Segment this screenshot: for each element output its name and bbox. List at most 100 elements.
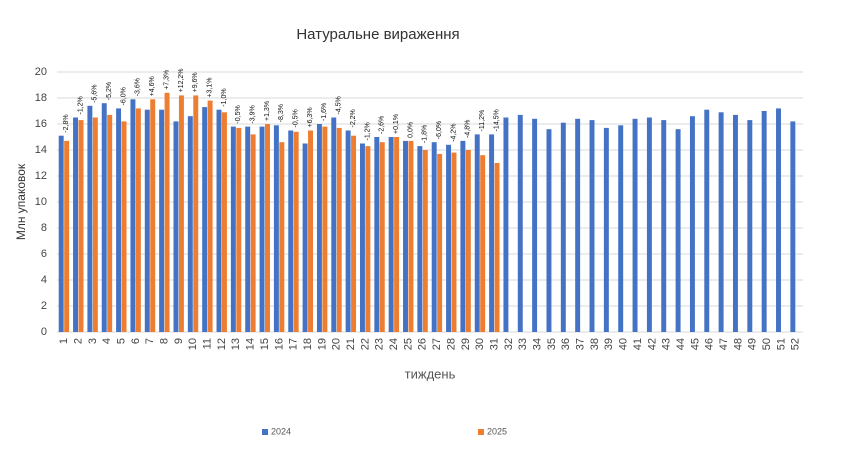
change-label: -1,0% xyxy=(221,88,228,106)
x-tick-label: 50 xyxy=(761,338,773,350)
legend-swatch xyxy=(478,429,484,435)
change-label: -3,6% xyxy=(135,78,142,96)
y-axis-label: Млн упаковок xyxy=(14,163,28,240)
bar xyxy=(451,152,457,332)
x-tick-label: 51 xyxy=(775,338,787,350)
bar xyxy=(336,127,342,333)
bar xyxy=(87,105,93,332)
bar xyxy=(761,111,767,332)
bar xyxy=(532,118,538,332)
x-tick-label: 18 xyxy=(302,338,314,350)
x-tick-label: 1 xyxy=(58,338,70,344)
bar xyxy=(250,134,256,332)
bar xyxy=(503,117,509,332)
change-label: -0,5% xyxy=(235,105,242,123)
x-tick-label: 32 xyxy=(503,338,515,350)
bar xyxy=(78,120,84,332)
change-label: +3,1% xyxy=(206,78,213,98)
bar xyxy=(178,95,184,333)
bar xyxy=(331,117,337,332)
change-label: -2,2% xyxy=(350,109,357,127)
bar xyxy=(164,92,170,332)
bar xyxy=(776,108,781,333)
bar xyxy=(689,116,695,332)
bar xyxy=(316,124,322,332)
x-tick-label: 9 xyxy=(173,338,185,344)
x-tick-label: 45 xyxy=(689,338,701,350)
bar xyxy=(187,116,193,332)
y-tick-label: 14 xyxy=(35,144,47,156)
x-tick-label: 11 xyxy=(202,338,214,349)
legend-label: 2024 xyxy=(271,426,291,436)
bar xyxy=(465,150,471,332)
change-label: -6,0% xyxy=(120,87,127,105)
change-label: -8,3% xyxy=(278,104,285,122)
bar xyxy=(618,125,624,332)
bar xyxy=(632,118,638,332)
bar xyxy=(279,142,285,332)
x-tick-label: 20 xyxy=(331,338,343,350)
change-label: -14,5% xyxy=(493,109,500,131)
x-tick-label: 2 xyxy=(72,338,84,344)
y-tick-label: 2 xyxy=(41,300,47,312)
x-tick-label: 26 xyxy=(417,338,429,350)
bar xyxy=(704,109,710,332)
bar xyxy=(302,143,308,332)
bar xyxy=(202,107,208,332)
change-label: -0,5% xyxy=(293,109,300,127)
bar xyxy=(417,146,423,332)
y-tick-label: 6 xyxy=(41,248,47,260)
x-tick-label: 35 xyxy=(546,338,558,350)
x-tick-label: 7 xyxy=(144,338,156,344)
y-tick-label: 16 xyxy=(35,118,47,130)
chart-title: Натуральне вираження xyxy=(296,26,459,43)
change-label: +4,6% xyxy=(149,76,156,96)
bar xyxy=(560,122,566,332)
bar xyxy=(221,112,227,332)
x-tick-label: 44 xyxy=(675,338,687,350)
x-tick-label: 31 xyxy=(488,338,500,350)
x-tick-label: 24 xyxy=(388,338,400,350)
bar xyxy=(101,103,107,332)
y-tick-label: 4 xyxy=(41,274,47,286)
bar xyxy=(107,114,113,333)
bar xyxy=(374,137,380,332)
bar xyxy=(121,121,127,333)
bar xyxy=(150,99,156,332)
bar xyxy=(431,142,437,332)
bar xyxy=(245,126,251,332)
x-tick-label: 43 xyxy=(661,338,673,350)
change-label: -2,6% xyxy=(379,116,386,134)
bar xyxy=(394,137,400,332)
bar xyxy=(646,117,652,332)
change-label: -5,2% xyxy=(106,82,113,100)
change-label: +1,3% xyxy=(264,101,271,121)
change-label: +12,2% xyxy=(178,68,185,92)
bar xyxy=(293,131,299,332)
bar xyxy=(408,140,414,332)
bar xyxy=(474,134,480,332)
x-tick-label: 40 xyxy=(618,338,630,350)
bar xyxy=(144,109,150,332)
bar xyxy=(359,143,365,332)
bar xyxy=(460,140,466,332)
bar xyxy=(273,125,279,332)
x-tick-label: 4 xyxy=(101,338,113,344)
bar xyxy=(446,144,452,332)
change-label: -4,2% xyxy=(450,124,457,142)
bar xyxy=(259,126,265,332)
bar xyxy=(675,129,681,332)
bar xyxy=(116,108,122,333)
x-tick-label: 46 xyxy=(704,338,716,350)
x-tick-label: 27 xyxy=(431,338,443,350)
change-label: -5,6% xyxy=(92,85,99,103)
bar xyxy=(747,120,753,332)
bar xyxy=(494,163,500,332)
bar xyxy=(480,155,486,332)
bar xyxy=(422,150,428,332)
change-label: +6,3% xyxy=(307,107,314,127)
bar xyxy=(322,126,328,332)
x-tick-label: 47 xyxy=(718,338,730,350)
x-tick-label: 41 xyxy=(632,338,644,350)
bar xyxy=(58,135,64,332)
